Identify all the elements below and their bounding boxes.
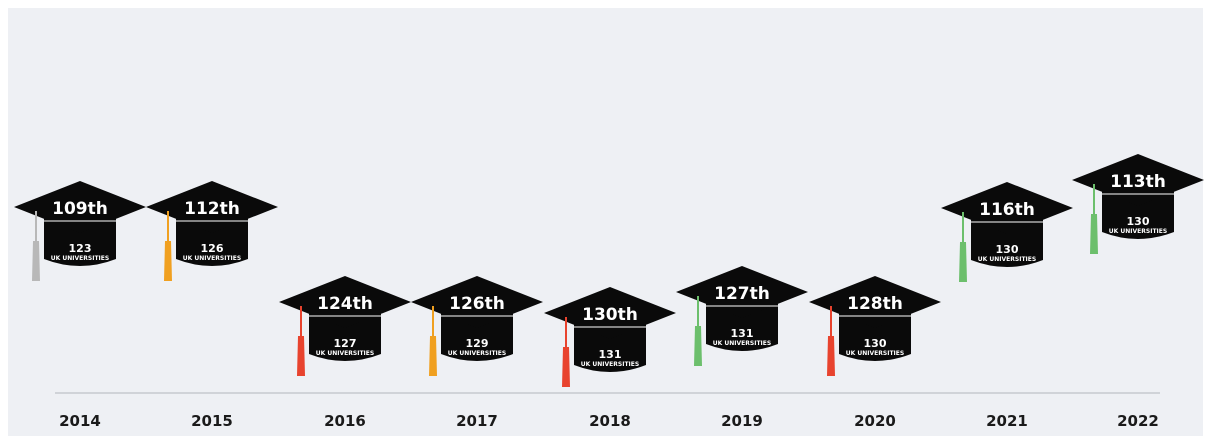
cap-board xyxy=(941,182,1073,234)
cap-skirt xyxy=(1102,188,1174,239)
year-label: 2015 xyxy=(191,412,233,430)
cap-skirt xyxy=(839,310,911,361)
subtitle-label: UK UNIVERSITIES xyxy=(448,350,506,357)
rank-label: 124th xyxy=(317,294,373,314)
tassel xyxy=(1090,214,1098,254)
tassel xyxy=(297,336,305,376)
subtitle-label: UK UNIVERSITIES xyxy=(1109,228,1167,235)
cap-board xyxy=(676,266,808,318)
cap-skirt xyxy=(971,216,1043,267)
total-label: 130 xyxy=(864,337,887,350)
rank-label: 116th xyxy=(979,200,1035,220)
tassel xyxy=(562,347,570,387)
tassel xyxy=(694,326,702,366)
tassel xyxy=(429,336,437,376)
year-label: 2019 xyxy=(721,412,763,430)
rank-label: 128th xyxy=(847,294,903,314)
subtitle-label: UK UNIVERSITIES xyxy=(316,350,374,357)
tassel xyxy=(959,242,967,282)
cap-board xyxy=(411,276,543,328)
cap-skirt xyxy=(574,321,646,372)
subtitle-label: UK UNIVERSITIES xyxy=(713,340,771,347)
subtitle-label: UK UNIVERSITIES xyxy=(978,256,1036,263)
subtitle-label: UK UNIVERSITIES xyxy=(51,255,109,262)
cap-skirt xyxy=(309,310,381,361)
subtitle-label: UK UNIVERSITIES xyxy=(183,255,241,262)
total-label: 130 xyxy=(996,243,1019,256)
cap-skirt xyxy=(176,215,248,266)
rank-label: 130th xyxy=(582,305,638,325)
total-label: 130 xyxy=(1127,215,1150,228)
cap-board xyxy=(279,276,411,328)
total-label: 129 xyxy=(466,337,489,350)
tassel xyxy=(827,336,835,376)
subtitle-label: UK UNIVERSITIES xyxy=(846,350,904,357)
cap-skirt xyxy=(441,310,513,361)
year-label: 2022 xyxy=(1117,412,1159,430)
cap-board xyxy=(146,181,278,233)
total-label: 131 xyxy=(599,348,622,361)
cap-board xyxy=(544,287,676,339)
rank-label: 127th xyxy=(714,284,770,304)
cap-skirt xyxy=(706,300,778,351)
year-label: 2014 xyxy=(59,412,101,430)
total-label: 123 xyxy=(69,242,92,255)
rank-label: 109th xyxy=(52,199,108,219)
subtitle-label: UK UNIVERSITIES xyxy=(581,361,639,368)
rank-label: 112th xyxy=(184,199,240,219)
tassel xyxy=(32,241,40,281)
year-label: 2021 xyxy=(986,412,1028,430)
year-label: 2016 xyxy=(324,412,366,430)
cap-board xyxy=(14,181,146,233)
tassel xyxy=(164,241,172,281)
rank-label: 126th xyxy=(449,294,505,314)
rank-label: 113th xyxy=(1110,172,1166,192)
cap-board xyxy=(1072,154,1204,206)
total-label: 126 xyxy=(201,242,224,255)
cap-skirt xyxy=(44,215,116,266)
year-label: 2018 xyxy=(589,412,631,430)
year-label: 2020 xyxy=(854,412,896,430)
total-label: 127 xyxy=(334,337,357,350)
year-label: 2017 xyxy=(456,412,498,430)
cap-board xyxy=(809,276,941,328)
total-label: 131 xyxy=(731,327,754,340)
